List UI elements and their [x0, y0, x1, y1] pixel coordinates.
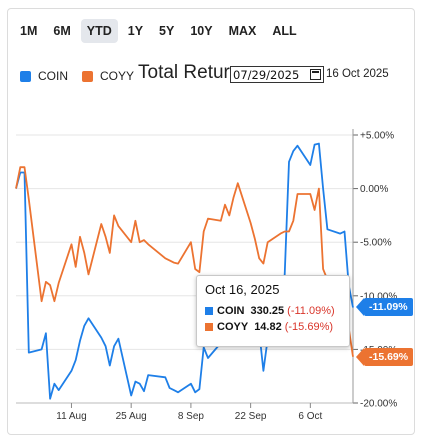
series-line-coyy	[15, 166, 354, 357]
range-max[interactable]: MAX	[228, 24, 257, 38]
y-tick-label: -20.00%	[360, 399, 397, 410]
tooltip-symbol-coyy: COYY	[217, 321, 249, 333]
y-tick-label: +5.00%	[360, 131, 394, 142]
y-tick-label: -10.00%	[360, 291, 397, 302]
end-date: 16 Oct 2025	[326, 68, 389, 80]
tooltip-date: Oct 16, 2025	[205, 282, 280, 297]
legend: COIN COYY	[20, 65, 148, 87]
tooltip-value-coyy: 14.82	[254, 321, 282, 333]
tooltip-symbol-coin: COIN	[217, 305, 245, 317]
y-tick-label: -5.00%	[360, 238, 392, 249]
tooltip-row-coyy: COYY 14.82 (-15.69%)	[205, 319, 341, 335]
legend-swatch-coin	[20, 70, 31, 82]
range-5y[interactable]: 5Y	[159, 24, 175, 38]
tooltip-swatch-coin	[205, 307, 213, 315]
legend-label-coyy: COYY	[100, 69, 135, 83]
range-selector: 1M 6M YTD 1Y 5Y 10Y MAX ALL	[14, 19, 303, 43]
tooltip-value-coin: 330.25	[250, 305, 285, 317]
range-10y[interactable]: 10Y	[190, 24, 213, 38]
tooltip: Oct 16, 2025 COIN 330.25 (-11.09%) COYY …	[196, 275, 350, 347]
x-tick-label: 6 Oct	[298, 411, 322, 422]
last-value-badge-coyy: -15.69%	[355, 347, 414, 366]
series-line-coin	[15, 142, 354, 400]
start-date-value: 07/29/2025	[233, 67, 300, 82]
chart-card: 1M 6M YTD 1Y 5Y 10Y MAX ALL COIN COYY To…	[7, 8, 415, 435]
x-tick-label: 8 Sep	[178, 411, 205, 422]
calendar-icon[interactable]	[310, 69, 321, 80]
legend-item-coyy[interactable]: COYY	[82, 69, 134, 83]
range-ytd[interactable]: YTD	[80, 19, 118, 43]
legend-item-coin[interactable]: COIN	[20, 69, 68, 83]
last-value-badge-coin: -11.09%	[356, 298, 413, 317]
legend-swatch-coyy	[82, 70, 93, 82]
tooltip-swatch-coyy	[205, 323, 213, 331]
range-1m[interactable]: 1M	[20, 24, 38, 38]
x-tick-label: 11 Aug	[56, 411, 86, 422]
x-tick-label: 25 Aug	[116, 411, 147, 422]
tooltip-row-coin: COIN 330.25 (-11.09%)	[205, 303, 341, 319]
tooltip-pct-coin: (-11.09%)	[287, 305, 335, 317]
y-tick-label: 0.00%	[360, 184, 388, 195]
range-6m[interactable]: 6M	[53, 24, 71, 38]
chart-plot: +5.00%0.00%-5.00%-10.00%-15.00%-20.00%11…	[15, 129, 397, 422]
range-1y[interactable]: 1Y	[127, 24, 144, 38]
chart-title: Total Return	[138, 62, 233, 83]
legend-label-coin: COIN	[38, 69, 68, 83]
tooltip-pct-coyy: (-15.69%)	[284, 321, 334, 333]
start-date-input[interactable]: 07/29/2025	[230, 66, 324, 83]
x-tick-label: 22 Sep	[235, 411, 267, 422]
range-all[interactable]: ALL	[272, 24, 297, 38]
